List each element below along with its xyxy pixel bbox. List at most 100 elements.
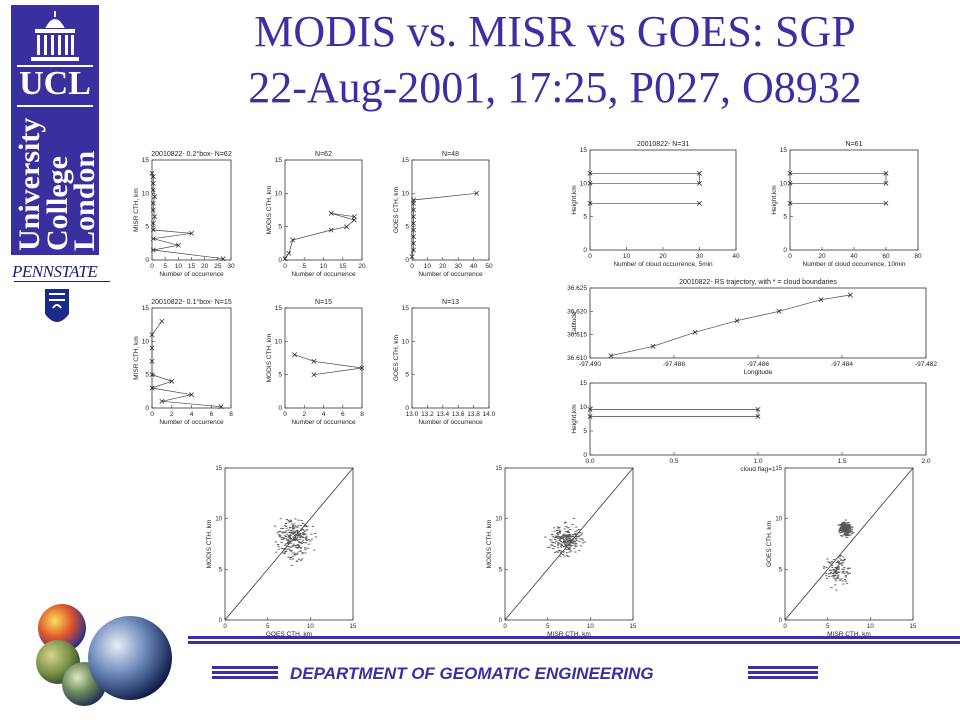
chart6-ytick-label: 0	[583, 247, 587, 254]
chart11-point	[565, 536, 568, 538]
chart12-point	[840, 559, 843, 561]
chart11-point	[563, 533, 566, 535]
chart12-point	[832, 569, 835, 571]
chart3-point	[159, 318, 165, 324]
chart10-ytick-label: 0	[219, 618, 223, 624]
chart12-point	[835, 573, 838, 574]
chart12-point	[841, 564, 844, 566]
chart10-point	[300, 536, 303, 537]
chart12-point	[835, 589, 838, 591]
chart2-ylabel: GOES CTH, km	[393, 187, 400, 233]
chart12-point	[846, 582, 849, 584]
chart12-point	[838, 579, 841, 581]
chart11-point	[563, 528, 566, 530]
chart11-ytick-label: 15	[495, 466, 502, 472]
chart12-point	[838, 530, 841, 532]
chart12-point	[842, 529, 846, 531]
chart9-ytick-label: 0	[583, 452, 587, 459]
chart12-xtick-label: 5	[826, 624, 830, 630]
chart8-point	[776, 308, 782, 314]
chart11-point	[557, 536, 560, 538]
chart11-point	[579, 538, 582, 540]
chart10-point	[297, 544, 300, 545]
chart10-point	[298, 536, 302, 538]
chart11-point	[579, 545, 583, 547]
chart2-point	[411, 227, 416, 233]
chart11-point	[553, 542, 556, 544]
chart11-point	[556, 526, 559, 528]
chart10-point	[278, 531, 282, 533]
chart5-ytick-label: 0	[405, 405, 409, 412]
chart10-point	[299, 550, 303, 552]
chart10-point	[299, 541, 302, 543]
chart1-ylabel: MODIS CTH, km	[266, 186, 273, 235]
chart1-ytick-label: 10	[275, 190, 283, 197]
chart1-xlabel: Number of occurrence	[291, 271, 356, 278]
chart7-series-line	[789, 172, 887, 204]
chart12-point	[847, 534, 850, 536]
chart11-point	[551, 536, 554, 538]
chart12-point	[845, 527, 848, 529]
chart10-point	[301, 536, 304, 538]
chart10-point	[297, 546, 300, 548]
chart10-point	[289, 557, 292, 559]
chart12-xtick-label: 0	[783, 624, 787, 630]
chart10-point	[285, 530, 288, 532]
chart12-point	[838, 563, 841, 565]
chart12-point	[845, 571, 848, 573]
chart3-point	[149, 385, 155, 391]
chart12-point	[844, 576, 847, 578]
chart11-point	[556, 532, 560, 533]
chart2-point	[411, 220, 416, 226]
chart11-point	[551, 545, 554, 546]
chart7-ytick-label: 15	[780, 147, 788, 154]
chart10-point	[286, 545, 289, 547]
chart10-point	[293, 530, 296, 532]
chart2-ytick-label: 10	[402, 190, 410, 197]
chart9-point	[587, 414, 593, 420]
chart4-xtick-label: 8	[360, 411, 364, 418]
chart11-point	[558, 532, 561, 534]
chart0-point	[152, 194, 158, 200]
slide-title-line1: MODIS vs. MISR vs GOES: SGP	[254, 7, 856, 56]
chart12-point	[843, 533, 846, 535]
chart12-point	[842, 560, 845, 561]
chart11-point	[569, 546, 572, 548]
chart10-point	[281, 537, 284, 539]
footer-band-right-3	[748, 676, 818, 679]
chart11-point	[574, 542, 577, 544]
chart10-point	[304, 547, 307, 549]
chart5-xtick-label: 13.0	[406, 411, 419, 418]
chart12-point	[832, 577, 835, 579]
chart10-point	[286, 542, 290, 544]
chart11-point	[556, 533, 559, 534]
chart10-point	[296, 529, 299, 531]
chart11-point	[559, 540, 562, 542]
chart12-point	[843, 572, 846, 574]
chart10-point	[284, 532, 287, 533]
chart11-point	[571, 540, 574, 542]
chart7-xtick-label: 0	[788, 253, 792, 260]
chart12-point	[848, 531, 851, 532]
chart1-series-line	[284, 212, 356, 259]
chart12-point	[843, 525, 846, 527]
chart4-ytick-label: 0	[278, 405, 282, 412]
chart11-point	[561, 538, 564, 539]
chart12-point	[845, 524, 848, 526]
chart11-point	[580, 532, 584, 534]
chart10-point	[305, 542, 308, 544]
pennstate-shield-icon	[45, 289, 69, 322]
chart8-point	[734, 318, 740, 324]
chart12-point	[850, 533, 853, 535]
chart8-point	[608, 353, 614, 359]
chart12-point	[841, 522, 844, 524]
chart11-point	[575, 526, 578, 528]
chart8-xtick-label: -97.488	[663, 361, 685, 368]
chart6-point	[697, 170, 702, 176]
chart12-point	[839, 555, 842, 556]
chart11-point	[578, 540, 581, 542]
chart10-point	[300, 525, 303, 526]
chart12-point	[836, 568, 839, 569]
chart11-point	[568, 536, 571, 538]
chart0-title: 20010822- 0.2°box- N=62	[151, 150, 232, 158]
